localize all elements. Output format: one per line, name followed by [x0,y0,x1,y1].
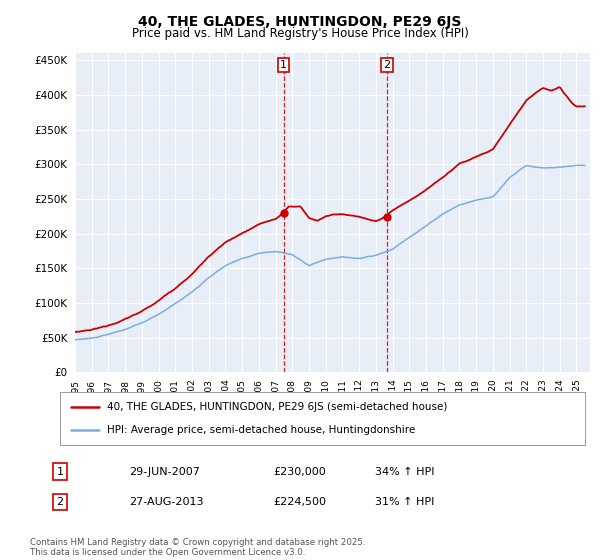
Text: 1: 1 [280,60,287,70]
Text: HPI: Average price, semi-detached house, Huntingdonshire: HPI: Average price, semi-detached house,… [107,425,415,435]
Text: £230,000: £230,000 [273,466,326,477]
Text: 27-AUG-2013: 27-AUG-2013 [129,497,203,507]
Text: 34% ↑ HPI: 34% ↑ HPI [375,466,434,477]
Text: 40, THE GLADES, HUNTINGDON, PE29 6JS (semi-detached house): 40, THE GLADES, HUNTINGDON, PE29 6JS (se… [107,402,448,412]
Text: 29-JUN-2007: 29-JUN-2007 [129,466,200,477]
Text: 2: 2 [383,60,390,70]
Bar [284,53,387,372]
Text: 31% ↑ HPI: 31% ↑ HPI [375,497,434,507]
Text: Contains HM Land Registry data © Crown copyright and database right 2025.
This d: Contains HM Land Registry data © Crown c… [30,538,365,557]
Text: £224,500: £224,500 [273,497,326,507]
Text: Price paid vs. HM Land Registry's House Price Index (HPI): Price paid vs. HM Land Registry's House … [131,27,469,40]
Text: 1: 1 [56,466,64,477]
Text: 2: 2 [56,497,64,507]
Text: 40, THE GLADES, HUNTINGDON, PE29 6JS: 40, THE GLADES, HUNTINGDON, PE29 6JS [139,15,461,29]
